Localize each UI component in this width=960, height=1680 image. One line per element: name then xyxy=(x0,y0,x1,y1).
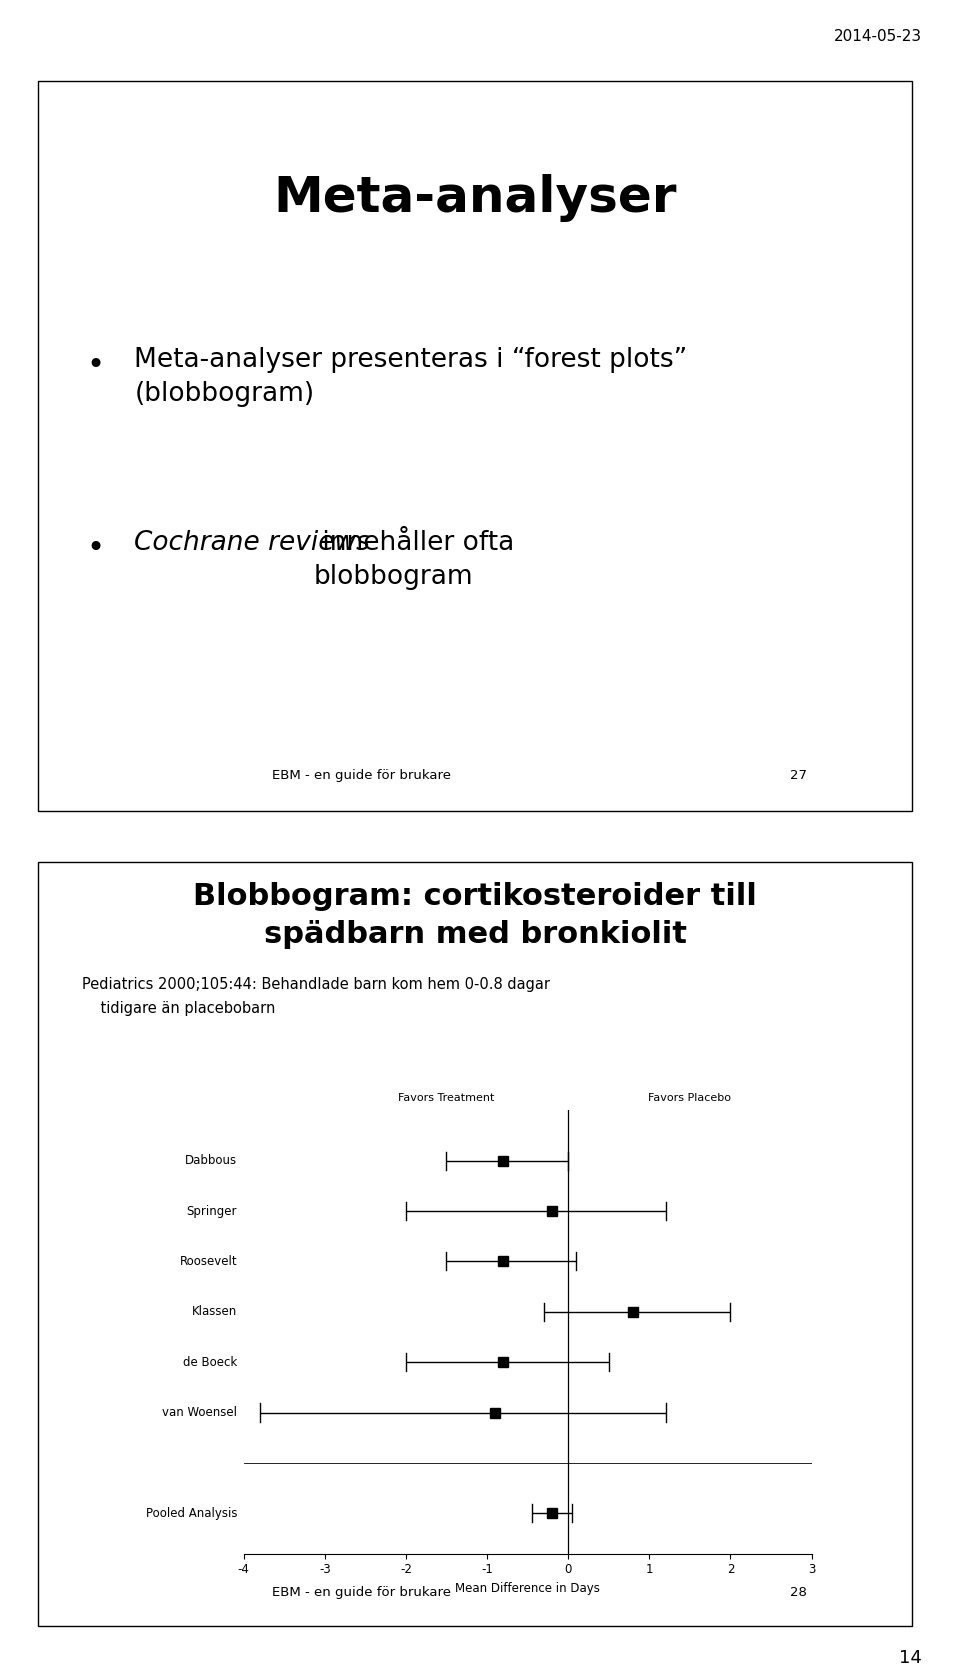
Text: 14: 14 xyxy=(899,1648,922,1667)
FancyBboxPatch shape xyxy=(38,862,912,1626)
Text: •: • xyxy=(86,534,105,563)
Text: Blobbogram: cortikosteroider till: Blobbogram: cortikosteroider till xyxy=(193,882,757,911)
Text: Meta-analyser: Meta-analyser xyxy=(274,173,677,222)
Text: Pediatrics 2000;105:44: Behandlade barn kom hem 0-0.8 dagar: Pediatrics 2000;105:44: Behandlade barn … xyxy=(83,976,550,991)
Text: Pooled Analysis: Pooled Analysis xyxy=(146,1507,237,1520)
Text: 27: 27 xyxy=(790,769,807,783)
Text: Favors Treatment: Favors Treatment xyxy=(398,1092,494,1102)
Text: •: • xyxy=(86,351,105,380)
Text: de Boeck: de Boeck xyxy=(183,1356,237,1369)
Text: Cochrane reviews: Cochrane reviews xyxy=(134,531,371,556)
Text: innehåller ofta
blobbogram: innehåller ofta blobbogram xyxy=(314,531,514,590)
FancyBboxPatch shape xyxy=(38,81,912,811)
X-axis label: Mean Difference in Days: Mean Difference in Days xyxy=(455,1583,600,1594)
Text: Meta-analyser presenteras i “forest plots”
(blobbogram): Meta-analyser presenteras i “forest plot… xyxy=(134,348,687,407)
Text: tidigare än placebobarn: tidigare än placebobarn xyxy=(83,1001,276,1016)
Text: 2014-05-23: 2014-05-23 xyxy=(833,29,922,44)
Text: 28: 28 xyxy=(790,1586,806,1599)
Text: Dabbous: Dabbous xyxy=(185,1154,237,1168)
Text: spädbarn med bronkiolit: spädbarn med bronkiolit xyxy=(264,921,686,949)
Text: Favors Placebo: Favors Placebo xyxy=(648,1092,732,1102)
Text: Klassen: Klassen xyxy=(192,1305,237,1319)
Text: van Woensel: van Woensel xyxy=(162,1406,237,1420)
Text: Roosevelt: Roosevelt xyxy=(180,1255,237,1268)
Text: Springer: Springer xyxy=(186,1205,237,1218)
Text: EBM - en guide för brukare: EBM - en guide för brukare xyxy=(272,769,451,783)
Text: EBM - en guide för brukare: EBM - en guide för brukare xyxy=(272,1586,451,1599)
